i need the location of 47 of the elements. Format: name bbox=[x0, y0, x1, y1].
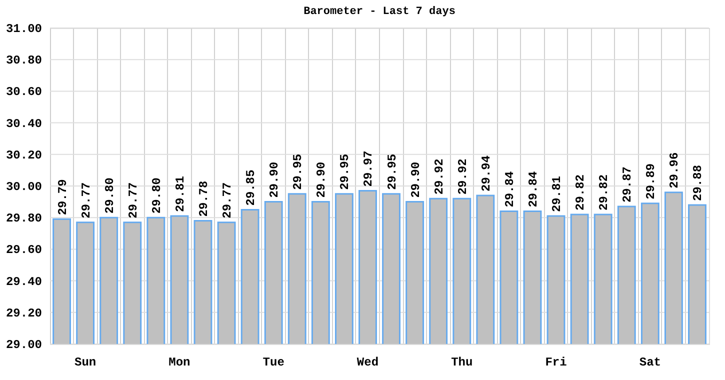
x-tick-label: Wed bbox=[356, 356, 379, 370]
data-label: 29.77 bbox=[79, 182, 94, 218]
y-tick-label: 29.00 bbox=[6, 338, 42, 352]
data-label: 29.82 bbox=[574, 174, 588, 210]
data-label: 29.80 bbox=[150, 178, 164, 214]
data-label: 29.95 bbox=[385, 154, 400, 190]
y-tick-label: 29.60 bbox=[6, 243, 42, 258]
y-tick-label: 29.80 bbox=[6, 212, 42, 226]
x-tick-label: Thu bbox=[451, 356, 473, 370]
y-tick-label: 30.40 bbox=[6, 116, 42, 131]
y-tick-label: 31.00 bbox=[6, 22, 42, 36]
data-label: 29.77 bbox=[126, 182, 140, 218]
data-label: 29.81 bbox=[173, 176, 188, 212]
data-label: 29.77 bbox=[220, 182, 235, 218]
y-tick-label: 30.60 bbox=[6, 85, 42, 100]
data-label: 29.90 bbox=[268, 162, 282, 198]
y-tick-label: 29.40 bbox=[6, 274, 42, 289]
data-label: 29.90 bbox=[408, 162, 423, 198]
data-label: 29.80 bbox=[102, 178, 117, 214]
data-label: 29.96 bbox=[668, 152, 682, 188]
y-tick-label: 30.00 bbox=[6, 180, 42, 194]
data-label: 29.90 bbox=[314, 162, 329, 198]
data-label: 29.95 bbox=[291, 154, 306, 190]
x-tick-label: Tue bbox=[262, 356, 284, 370]
data-label: 29.85 bbox=[244, 170, 258, 206]
data-label: 29.82 bbox=[597, 174, 612, 210]
data-label: 29.94 bbox=[479, 155, 494, 192]
data-label: 29.84 bbox=[526, 171, 540, 208]
y-tick-label: 30.80 bbox=[6, 54, 42, 68]
data-label: 29.95 bbox=[338, 154, 352, 190]
data-label: 29.97 bbox=[362, 150, 376, 187]
y-tick-label: 30.20 bbox=[6, 148, 42, 162]
data-label: 29.89 bbox=[644, 163, 658, 200]
data-label: 29.81 bbox=[550, 176, 564, 212]
data-label: 29.84 bbox=[502, 171, 517, 208]
x-tick-label: Mon bbox=[168, 356, 190, 370]
data-label: 29.92 bbox=[432, 158, 446, 195]
x-tick-label: Sat bbox=[639, 356, 661, 370]
y-tick-label: 29.20 bbox=[6, 306, 42, 320]
x-tick-label: Fri bbox=[545, 356, 567, 370]
data-label: 29.78 bbox=[196, 180, 211, 217]
data-label: 29.87 bbox=[620, 166, 635, 203]
data-label: 29.88 bbox=[691, 164, 706, 201]
data-label: 29.79 bbox=[56, 179, 70, 216]
data-label: 29.92 bbox=[456, 158, 470, 195]
x-tick-label: Sun bbox=[74, 356, 96, 370]
chart-title: Barometer - Last 7 days bbox=[304, 6, 456, 18]
